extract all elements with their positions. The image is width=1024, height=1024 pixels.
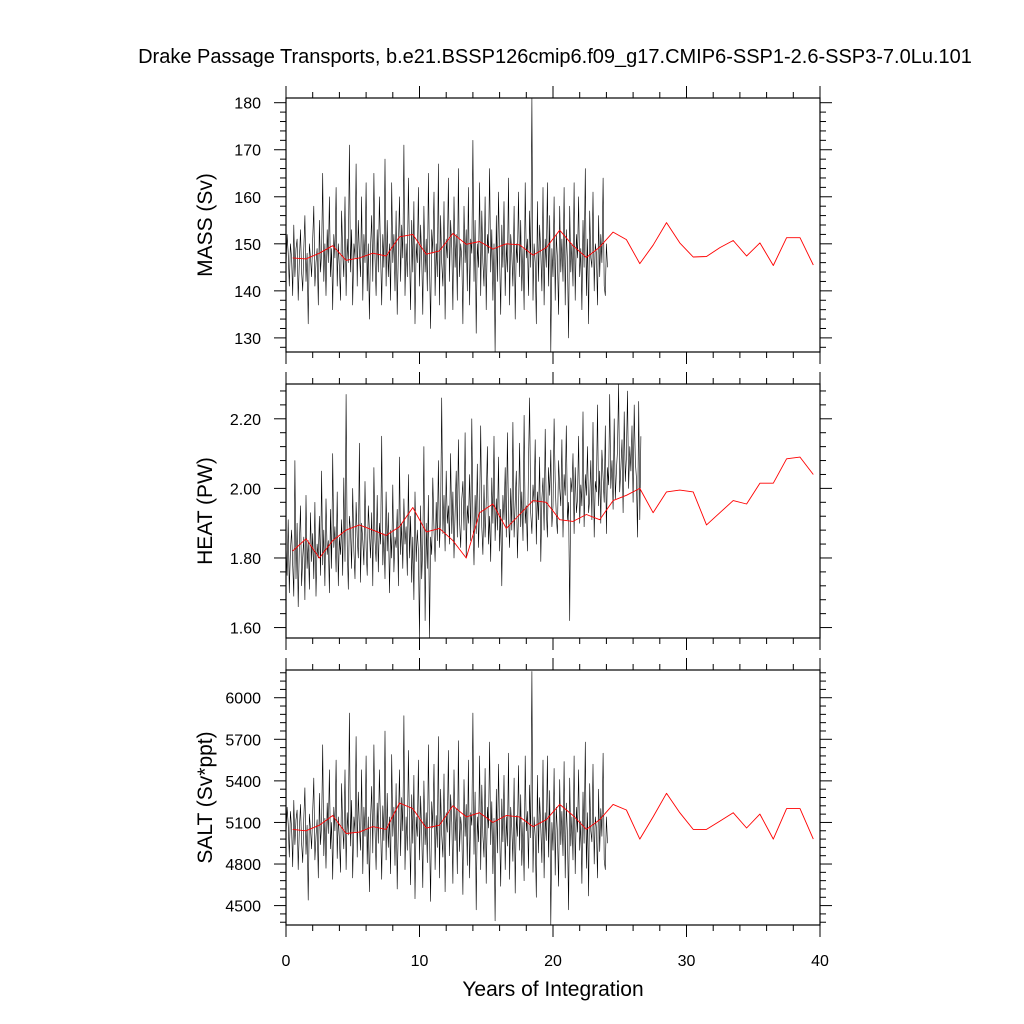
series-group [286, 671, 814, 925]
y-tick-label: 170 [234, 143, 261, 160]
y-tick-label: 5700 [225, 732, 261, 749]
x-ticks [285, 372, 821, 650]
y-tick-label: 4800 [225, 857, 261, 874]
annual-series-line [292, 222, 814, 266]
y-tick-label: 140 [234, 284, 261, 301]
y-tick-label: 2.20 [230, 412, 261, 429]
y-tick-label: 160 [234, 190, 261, 207]
y-tick-label: 180 [234, 96, 261, 113]
x-ticks [285, 86, 821, 364]
plot-frame [285, 669, 821, 926]
panels: 130 140 150 160 170 180 MASS (Sv) 1.60 1.80 2.00 2… [194, 86, 832, 937]
series-group [286, 98, 814, 352]
y-tick-label: 5400 [225, 774, 261, 791]
monthly-series-line [286, 384, 642, 638]
annual-series-line [292, 456, 814, 559]
y-ticks [274, 102, 832, 348]
y-axis-title: SALT (Sv*ppt) [194, 731, 217, 863]
annual-series-line [292, 792, 814, 840]
panel-mass: 130 140 150 160 170 180 MASS (Sv) [194, 86, 832, 364]
y-axis-title: HEAT (PW) [194, 457, 217, 565]
y-tick-label: 130 [234, 331, 261, 348]
monthly-series-line [286, 671, 608, 925]
x-axis: 0 10 20 30 40 [282, 953, 829, 970]
x-ticks [285, 658, 821, 937]
plot-frame [285, 97, 821, 353]
series-group [286, 384, 814, 638]
x-tick-label: 30 [678, 953, 696, 970]
x-tick-label: 20 [544, 953, 562, 970]
x-tick-label: 10 [411, 953, 429, 970]
y-ticks [274, 672, 832, 923]
y-tick-label: 6000 [225, 691, 261, 708]
page-title: Drake Passage Transports, b.e21.BSSP126c… [138, 46, 972, 68]
y-tick-label: 1.80 [230, 551, 261, 568]
y-ticks [274, 390, 832, 629]
y-tick-label: 5100 [225, 815, 261, 832]
y-tick-label: 4500 [225, 899, 261, 916]
y-tick-label: 1.60 [230, 621, 261, 638]
x-tick-label: 0 [282, 953, 291, 970]
panel-heat: 1.60 1.80 2.00 2.20 HEAT (PW) [194, 372, 832, 650]
y-tick-label: 150 [234, 237, 261, 254]
monthly-series-line [286, 98, 608, 352]
panel-salt: 4500 4800 5100 5400 5700 6000 SALT (Sv*ppt) [194, 658, 832, 937]
x-tick-label: 40 [811, 953, 829, 970]
x-axis-title: Years of Integration [462, 978, 643, 1001]
y-tick-label: 2.00 [230, 481, 261, 498]
y-axis-title: MASS (Sv) [194, 173, 217, 277]
